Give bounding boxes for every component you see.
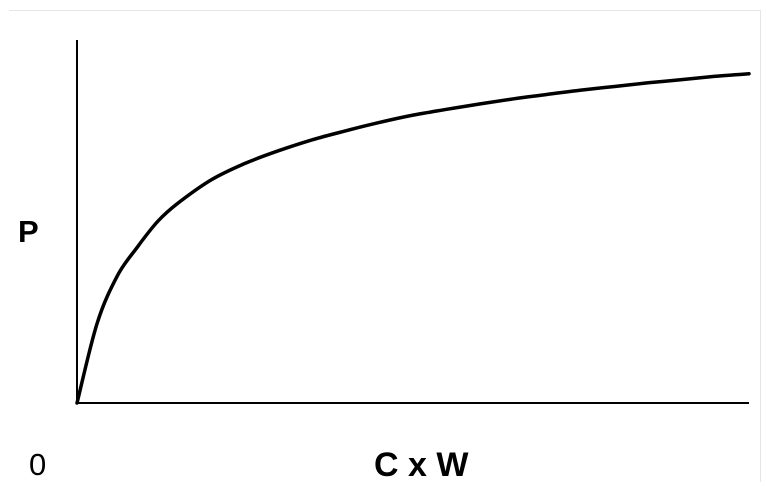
- chart-frame: [9, 10, 761, 482]
- origin-label: 0: [29, 447, 46, 482]
- series-line-0: [75, 72, 751, 405]
- series-layer: [75, 72, 751, 405]
- x-axis-label: C x W: [374, 446, 469, 484]
- y-axis-label: P: [18, 214, 39, 249]
